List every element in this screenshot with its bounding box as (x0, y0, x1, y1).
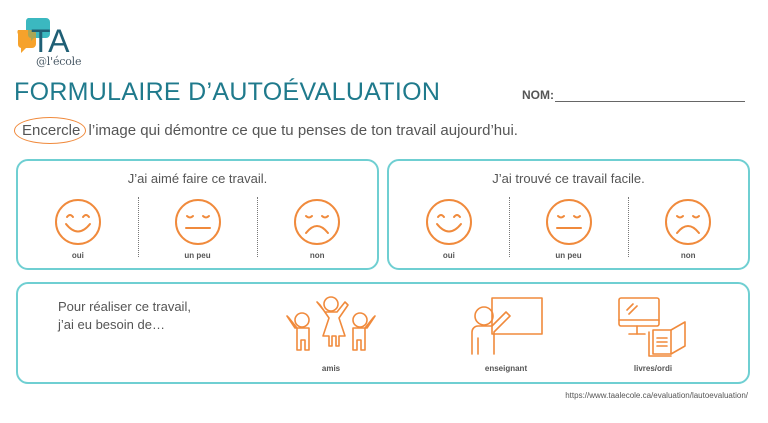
option-label: oui (71, 251, 84, 260)
option-label: enseignant (484, 364, 528, 373)
needs-prompt-line2: j’ai eu besoin de… (58, 317, 165, 332)
option-label: non (680, 251, 696, 260)
option-label: livres/ordi (633, 364, 673, 373)
option-label: amis (321, 364, 341, 373)
option-label: non (309, 251, 325, 260)
needs-prompt: Pour réaliser ce travail, j’ai eu besoin… (58, 298, 191, 334)
needs-card: Pour réaliser ce travail, j’ai eu besoin… (16, 282, 750, 384)
logo-subtitle: @l'école (36, 55, 82, 68)
name-label: NOM: (522, 88, 554, 102)
svg-text:TA: TA (31, 23, 70, 58)
face-options: oui un peu non (389, 197, 748, 260)
sad-face-icon (294, 199, 341, 245)
page-title: FORMULAIRE D’AUTOÉVALUATION (14, 78, 441, 106)
option-oui[interactable]: oui (18, 197, 138, 260)
option-amis[interactable]: amis (276, 294, 386, 373)
friends-icon (286, 296, 376, 351)
sad-face-icon (665, 199, 712, 245)
option-non[interactable]: non (257, 197, 377, 260)
option-label: un peu (184, 251, 211, 260)
books-computer-icon (618, 297, 686, 357)
option-un-peu[interactable]: un peu (508, 197, 629, 260)
neutral-face-icon (545, 199, 592, 245)
teacher-icon (471, 297, 543, 355)
option-label: un peu (555, 251, 582, 260)
option-oui[interactable]: oui (389, 197, 509, 260)
question-card-liked: J’ai aimé faire ce travail. oui un peu (16, 159, 379, 270)
option-un-peu[interactable]: un peu (137, 197, 258, 260)
question-title: J’ai aimé faire ce travail. (127, 171, 268, 186)
name-field: NOM: (522, 88, 745, 102)
needs-prompt-line1: Pour réaliser ce travail, (58, 299, 191, 314)
happy-face-icon (54, 199, 101, 245)
option-livres-ordi[interactable]: livres/ordi (598, 294, 708, 373)
circled-word: Encercle (13, 117, 87, 144)
source-url[interactable]: https://www.taalecole.ca/evaluation/laut… (565, 391, 748, 400)
option-non[interactable]: non (628, 197, 748, 260)
question-title: J’ai trouvé ce travail facile. (492, 171, 645, 186)
name-input-line[interactable] (555, 88, 745, 102)
neutral-face-icon (174, 199, 221, 245)
instruction: Encercle l’image qui démontre ce que tu … (13, 117, 518, 144)
logo: TA @l'école (14, 14, 94, 70)
speech-bubbles-icon: TA (17, 18, 70, 58)
face-options: oui un peu non (18, 197, 377, 260)
option-enseignant[interactable]: enseignant (451, 294, 561, 373)
option-label: oui (442, 251, 455, 260)
happy-face-icon (425, 199, 472, 245)
instruction-text: l’image qui démontre ce que tu penses de… (84, 122, 518, 139)
question-card-easy: J’ai trouvé ce travail facile. oui un pe… (387, 159, 750, 270)
